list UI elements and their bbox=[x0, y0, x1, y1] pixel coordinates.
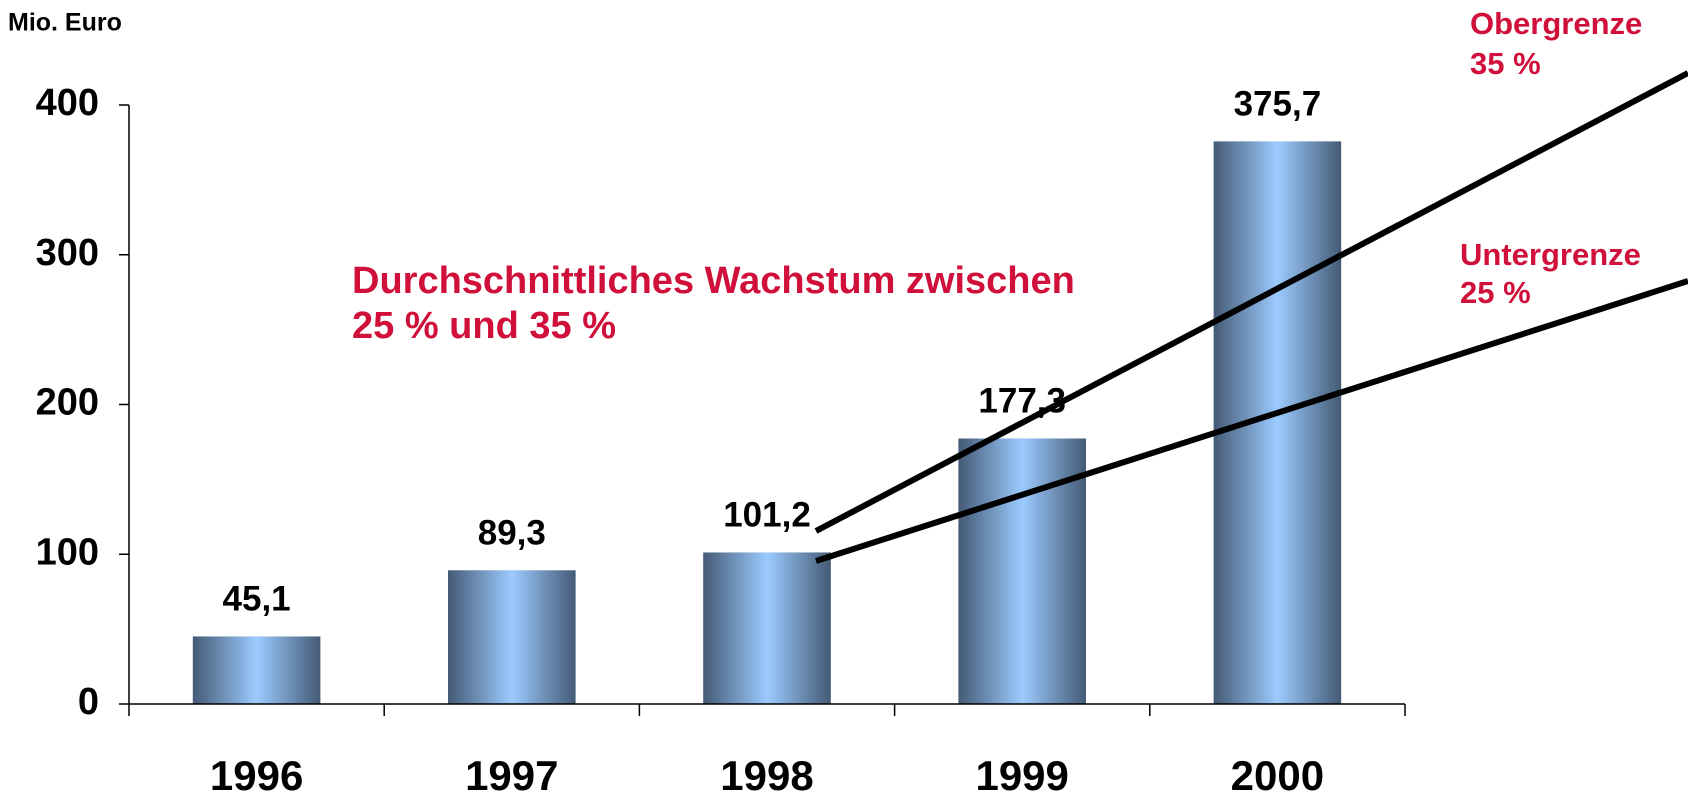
bar bbox=[703, 552, 831, 704]
x-tick-label: 1996 bbox=[210, 752, 303, 799]
y-tick-label: 300 bbox=[36, 232, 99, 274]
x-tick-label: 1997 bbox=[465, 752, 558, 799]
x-tick-label: 1999 bbox=[975, 752, 1068, 799]
bar bbox=[448, 570, 576, 704]
upper-bound-rate: 35 % bbox=[1470, 46, 1541, 81]
bar bbox=[1213, 141, 1342, 704]
lower-trend-line bbox=[815, 278, 1688, 564]
bars bbox=[192, 141, 1342, 704]
y-tick-label: 0 bbox=[78, 681, 99, 723]
upper-bound-label: Obergrenze bbox=[1470, 6, 1642, 41]
y-tick-label: 200 bbox=[36, 382, 99, 424]
annotation: Durchschnittliches Wachstum zwischen bbox=[352, 260, 1075, 302]
y-axis-label: Mio. Euro bbox=[8, 9, 122, 37]
lower-bound-label: Untergrenze bbox=[1460, 237, 1641, 272]
x-tick-label: 2000 bbox=[1231, 752, 1324, 799]
value-label: 89,3 bbox=[478, 514, 546, 553]
bar bbox=[192, 636, 321, 704]
upper-trend-line bbox=[814, 70, 1688, 534]
value-label: 375,7 bbox=[1234, 85, 1322, 124]
value-label: 101,2 bbox=[723, 496, 811, 535]
y-tick-label: 400 bbox=[36, 82, 99, 124]
lower-bound-rate: 25 % bbox=[1460, 275, 1531, 310]
annotation: 25 % und 35 % bbox=[352, 305, 616, 347]
y-tick-label: 100 bbox=[36, 531, 99, 573]
x-tick-label: 1998 bbox=[720, 752, 813, 799]
value-label: 177,3 bbox=[978, 382, 1066, 421]
value-label: 45,1 bbox=[223, 580, 291, 619]
